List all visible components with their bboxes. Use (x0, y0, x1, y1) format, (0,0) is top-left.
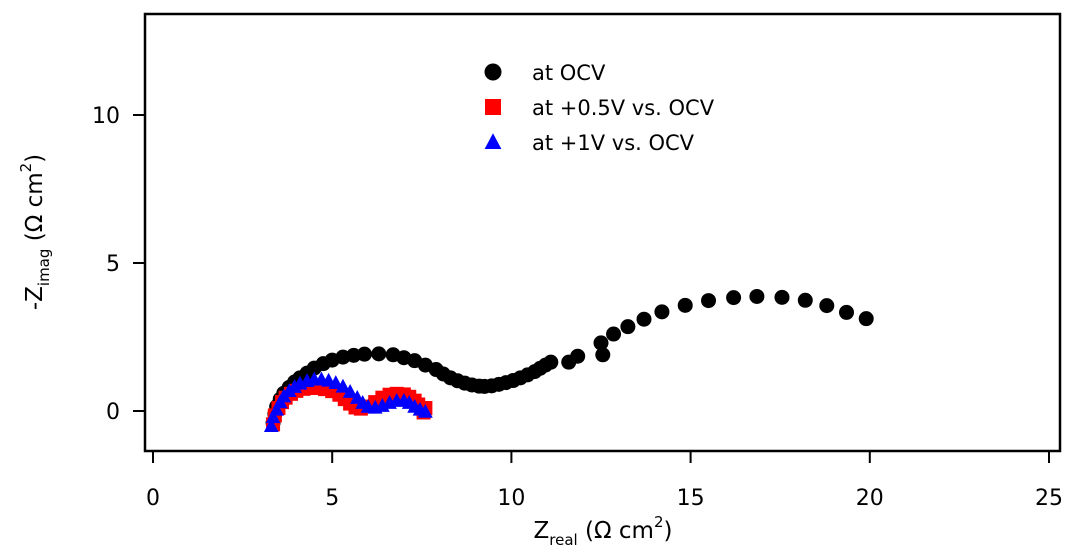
legend-label: at +0.5V vs. OCV (532, 96, 715, 120)
x-axis-label-sub: real (549, 531, 577, 549)
plot-area (263, 288, 874, 432)
data-point (593, 335, 609, 351)
data-point (797, 292, 813, 308)
legend-entry: at OCV (484, 61, 606, 85)
x-tick-label: 15 (677, 486, 705, 511)
y-axis-label-main: -Z (22, 286, 48, 310)
data-point (543, 354, 559, 370)
data-point (371, 346, 387, 362)
y-tick-label: 5 (106, 252, 120, 277)
x-axis-label-sup: 2 (654, 513, 664, 531)
x-tick-label: 0 (146, 486, 160, 511)
y-axis-label: -Zimag (Ω cm2) (17, 154, 53, 310)
data-point (819, 298, 835, 314)
data-point (265, 409, 281, 424)
y-axis-label-sup: 2 (17, 163, 35, 173)
data-point (654, 304, 670, 320)
plot-frame (143, 12, 1062, 453)
data-point (342, 384, 358, 398)
data-point (570, 348, 586, 364)
y-axis-label-close: ) (22, 154, 48, 163)
data-point (726, 290, 742, 306)
data-point (839, 304, 855, 320)
y-axis: 0 5 10 (92, 104, 145, 425)
legend-marker (484, 133, 502, 150)
legend-label: at +1V vs. OCV (532, 131, 695, 155)
legend-label: at OCV (532, 61, 606, 85)
legend: at OCV at +0.5V vs. OCV at +1V vs. OCV (484, 61, 715, 155)
data-point (858, 311, 874, 327)
data-point (677, 297, 693, 313)
data-point (335, 378, 351, 393)
x-axis-label-close: ) (664, 518, 673, 544)
data-point (595, 347, 611, 363)
x-tick-label: 25 (1035, 486, 1063, 511)
legend-entry: at +0.5V vs. OCV (485, 96, 715, 120)
x-tick-label: 5 (325, 486, 339, 511)
data-point (636, 311, 652, 327)
x-tick-label: 20 (856, 486, 884, 511)
data-point (269, 401, 284, 416)
data-point (701, 293, 717, 309)
data-point (774, 289, 790, 305)
series-triangle (263, 371, 433, 432)
x-axis: 0 5 10 15 20 25 (146, 451, 1063, 511)
data-point (263, 418, 279, 432)
x-axis-label-main: Z (534, 518, 550, 544)
x-axis-label: Zreal (Ω cm2) (534, 513, 673, 549)
legend-marker (485, 99, 501, 115)
legend-marker (484, 63, 502, 81)
data-point (749, 288, 765, 304)
data-point (606, 326, 622, 342)
y-tick-label: 10 (92, 104, 120, 129)
y-axis-label-sub: imag (35, 249, 53, 287)
x-axis-label-unit: (Ω cm (578, 518, 654, 544)
y-axis-label-unit: (Ω cm (22, 172, 48, 248)
legend-entry: at +1V vs. OCV (484, 131, 695, 155)
data-point (356, 346, 372, 362)
data-point (620, 319, 636, 335)
y-tick-label: 0 (106, 400, 120, 425)
x-tick-label: 10 (497, 486, 525, 511)
data-point (418, 403, 433, 418)
